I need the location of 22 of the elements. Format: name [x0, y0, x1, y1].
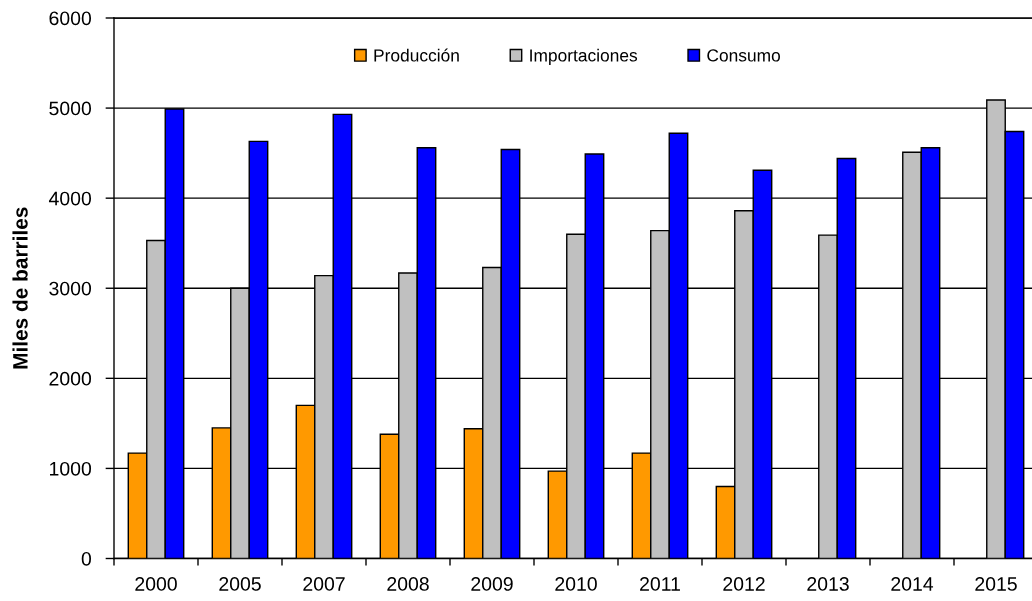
y-tick-label: 6000: [49, 11, 92, 26]
x-tick-label: 2007: [303, 577, 345, 591]
y-tick-label: 1000: [50, 461, 92, 476]
y-tick-label: 2000: [49, 371, 92, 386]
x-tick-label: 2011: [640, 577, 680, 591]
x-tick-label: 2009: [471, 577, 513, 591]
x-tick-label: 2005: [219, 577, 261, 591]
legend-label: Importaciones: [530, 48, 638, 66]
x-tick-label: 2012: [723, 577, 765, 591]
x-tick-label: 2000: [135, 577, 177, 591]
legend-label: Consumo: [707, 49, 780, 62]
x-tick-label: 2008: [387, 577, 429, 591]
x-tick-label: 2014: [891, 577, 934, 591]
y-axis-title: Miles de barriles: [12, 207, 28, 369]
legend-label: Producción: [374, 48, 459, 62]
y-tick-label: 3000: [49, 281, 92, 296]
y-tick-label: 0: [81, 551, 92, 566]
x-tick-label: 2015: [975, 577, 1017, 591]
y-tick-label: 4000: [48, 191, 92, 206]
x-tick-label: 2010: [555, 577, 597, 591]
y-tick-label: 5000: [49, 101, 92, 116]
x-tick-label: 2013: [807, 577, 849, 591]
